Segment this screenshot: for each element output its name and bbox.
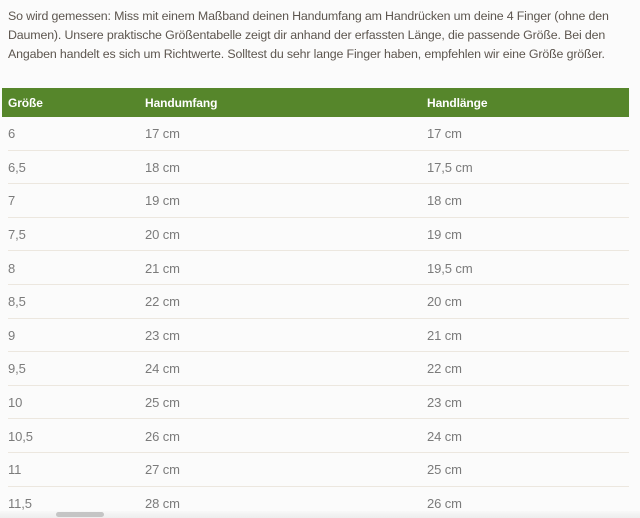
- table-row: 8 21 cm 19,5 cm: [2, 251, 629, 285]
- size-cell: 9: [8, 327, 16, 343]
- column-header-size: Größe: [8, 95, 43, 110]
- table-row: 9 23 cm 21 cm: [2, 319, 629, 353]
- table-row: 6 17 cm 17 cm: [2, 117, 629, 151]
- table-row: 7,5 20 cm 19 cm: [2, 218, 629, 252]
- size-cell: 7,5: [8, 227, 26, 243]
- size-cell: 7: [8, 193, 16, 209]
- hand-circumference-cell: 26 cm: [145, 428, 180, 444]
- hand-length-cell: 26 cm: [427, 495, 462, 511]
- hand-length-cell: 18 cm: [427, 193, 462, 209]
- size-cell: 9,5: [8, 361, 26, 377]
- hand-length-cell: 23 cm: [427, 395, 462, 411]
- hand-circumference-cell: 27 cm: [145, 462, 180, 478]
- hand-length-cell: 22 cm: [427, 361, 462, 377]
- column-header-hand-circumference: Handumfang: [145, 95, 218, 110]
- hand-length-cell: 20 cm: [427, 294, 462, 310]
- size-cell: 11: [8, 462, 22, 478]
- hand-length-cell: 19 cm: [427, 227, 462, 243]
- table-body: 6 17 cm 17 cm 6,5 18 cm 17,5 cm 7 19 cm 18 cm 7,5…: [2, 117, 629, 518]
- size-cell: 8: [8, 260, 16, 276]
- hand-circumference-cell: 21 cm: [145, 260, 180, 276]
- size-cell: 11,5: [8, 495, 32, 511]
- hand-length-cell: 24 cm: [427, 428, 462, 444]
- hand-circumference-cell: 20 cm: [145, 227, 180, 243]
- hand-circumference-cell: 18 cm: [145, 159, 180, 175]
- table-row: 11,5 28 cm 26 cm: [2, 487, 629, 518]
- horizontal-scrollbar[interactable]: [0, 511, 640, 518]
- size-cell: 8,5: [8, 294, 26, 310]
- hand-circumference-cell: 28 cm: [145, 495, 180, 511]
- hand-length-cell: 17 cm: [427, 126, 462, 142]
- hand-circumference-cell: 19 cm: [145, 193, 180, 209]
- table-row: 9,5 24 cm 22 cm: [2, 352, 629, 386]
- table-header-row: Größe Handumfang Handlänge: [2, 88, 629, 117]
- table-row: 10,5 26 cm 24 cm: [2, 419, 629, 453]
- hand-circumference-cell: 24 cm: [145, 361, 180, 377]
- size-cell: 10,5: [8, 428, 33, 444]
- hand-circumference-cell: 25 cm: [145, 395, 180, 411]
- size-cell: 6: [8, 126, 16, 142]
- hand-circumference-cell: 22 cm: [145, 294, 180, 310]
- hand-length-cell: 21 cm: [427, 327, 462, 343]
- hand-length-cell: 25 cm: [427, 462, 462, 478]
- glove-size-table: Größe Handumfang Handlänge 6 17 cm 17 cm 6,…: [2, 88, 629, 518]
- hand-circumference-cell: 23 cm: [145, 327, 180, 343]
- hand-circumference-cell: 17 cm: [145, 126, 180, 142]
- horizontal-scrollbar-thumb[interactable]: [56, 512, 104, 517]
- table-row: 10 25 cm 23 cm: [2, 386, 629, 420]
- column-header-hand-length: Handlänge: [427, 95, 488, 110]
- measuring-instructions-text: So wird gemessen: Miss mit einem Maßband…: [8, 9, 609, 61]
- table-row: 6,5 18 cm 17,5 cm: [2, 151, 629, 185]
- table-row: 7 19 cm 18 cm: [2, 184, 629, 218]
- size-cell: 10: [8, 395, 23, 411]
- table-row: 11 27 cm 25 cm: [2, 453, 629, 487]
- size-cell: 6,5: [8, 159, 26, 175]
- hand-length-cell: 19,5 cm: [427, 260, 473, 276]
- table-row: 8,5 22 cm 20 cm: [2, 285, 629, 319]
- hand-length-cell: 17,5 cm: [427, 159, 473, 175]
